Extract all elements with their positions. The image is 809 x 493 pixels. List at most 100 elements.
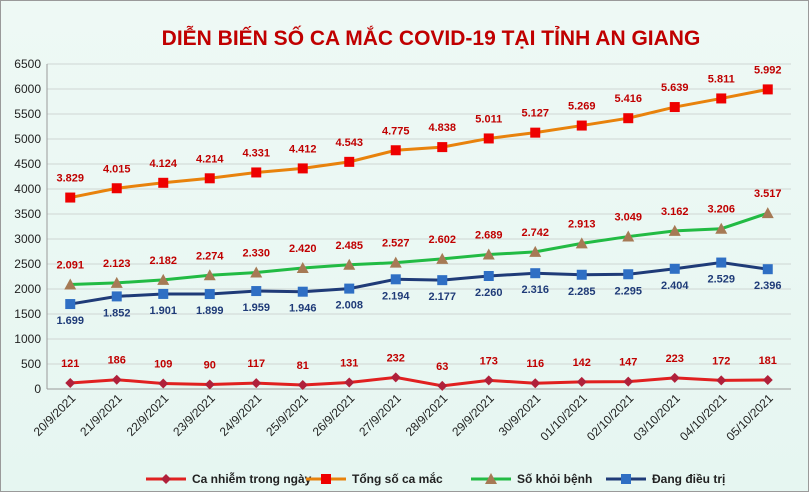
data-label: 4.331	[242, 147, 270, 159]
data-point-marker	[111, 183, 122, 194]
data-label: 181	[759, 355, 777, 367]
data-point-marker	[344, 283, 355, 294]
series-line-1	[70, 375, 768, 388]
data-label: 2.123	[103, 258, 131, 270]
data-point-marker	[64, 278, 77, 290]
y-tick-label: 1000	[14, 332, 41, 346]
data-point-marker	[436, 252, 449, 264]
data-point-marker	[157, 273, 170, 285]
data-label: 4.543	[335, 137, 363, 149]
y-tick-label: 4000	[14, 182, 41, 196]
x-tick-label: 28/9/2021	[403, 391, 451, 439]
data-label: 117	[247, 358, 265, 370]
y-tick-label: 2000	[14, 282, 41, 296]
data-point-marker	[530, 127, 541, 138]
data-point-marker	[669, 372, 680, 383]
data-label: 3.829	[56, 173, 84, 185]
data-label: 131	[340, 357, 358, 369]
data-label: 1.959	[242, 302, 270, 314]
x-axis-ticks: 20/9/202121/9/202122/9/202123/9/202124/9…	[31, 391, 776, 444]
data-label: 223	[666, 353, 684, 365]
data-point-marker	[251, 286, 262, 297]
data-point-marker	[389, 256, 402, 268]
data-label: 5.639	[661, 82, 689, 94]
data-point-marker	[158, 288, 169, 299]
data-label: 5.269	[568, 101, 596, 113]
data-label: 5.811	[708, 73, 735, 85]
data-point-marker	[437, 275, 448, 286]
data-point-marker	[297, 163, 308, 174]
data-point-marker	[344, 156, 355, 167]
data-label: 1.901	[149, 305, 177, 317]
data-label: 2.404	[661, 280, 689, 292]
data-point-marker	[204, 173, 215, 184]
y-tick-label: 5000	[14, 132, 41, 146]
data-label: 1.852	[103, 307, 131, 319]
data-label: 2.485	[335, 240, 363, 252]
data-label: 2.091	[56, 259, 84, 271]
data-label: 3.162	[661, 206, 689, 218]
data-point-marker	[390, 145, 401, 156]
data-point-marker	[716, 257, 727, 268]
data-point-marker	[576, 376, 587, 387]
x-tick-label: 25/9/2021	[263, 391, 311, 439]
data-label: 2.396	[754, 280, 782, 292]
data-point-marker	[576, 269, 587, 280]
data-point-marker	[111, 374, 122, 385]
data-label: 2.182	[149, 255, 177, 267]
y-tick-label: 0	[34, 382, 41, 396]
legend-entry-label: Đang điều trị	[652, 472, 725, 486]
data-point-marker	[65, 377, 76, 388]
data-point-marker	[250, 266, 263, 278]
data-point-marker	[437, 380, 448, 391]
x-tick-label: 20/9/2021	[31, 391, 79, 439]
data-label: 4.412	[289, 143, 317, 155]
data-label: 2.420	[289, 243, 317, 255]
data-label: 3.206	[707, 204, 735, 216]
data-label: 4.775	[382, 125, 410, 137]
data-point-marker	[390, 372, 401, 383]
y-tick-label: 500	[21, 357, 41, 371]
x-tick-label: 21/9/2021	[77, 391, 125, 439]
data-label: 172	[712, 355, 730, 367]
y-tick-label: 4500	[14, 157, 41, 171]
data-label: 2.689	[475, 230, 503, 242]
x-tick-label: 02/10/2021	[584, 391, 637, 444]
legend-entry-label: Số khỏi bệnh	[517, 472, 592, 486]
data-point-marker	[761, 207, 774, 219]
data-point-marker	[437, 142, 448, 153]
data-point-marker	[344, 377, 355, 388]
data-label: 5.011	[475, 113, 502, 125]
data-label: 109	[154, 359, 172, 371]
legend-swatch-marker	[321, 474, 331, 484]
data-point-marker	[158, 177, 169, 188]
data-label: 2.529	[707, 274, 735, 286]
x-tick-label: 23/9/2021	[170, 391, 218, 439]
data-point-marker	[343, 258, 356, 270]
x-tick-label: 26/9/2021	[310, 391, 358, 439]
data-point-marker	[482, 248, 495, 260]
data-point-marker	[762, 84, 773, 95]
data-point-marker	[483, 271, 494, 281]
data-label: 121	[61, 358, 79, 370]
data-point-marker	[251, 167, 262, 178]
data-label: 1.899	[196, 305, 224, 317]
data-point-marker	[716, 375, 727, 386]
data-point-marker	[390, 274, 401, 285]
data-label: 2.285	[568, 286, 596, 298]
data-point-marker	[158, 378, 169, 389]
y-tick-label: 3000	[14, 232, 41, 246]
data-point-marker	[65, 192, 76, 203]
gridlines	[46, 63, 791, 390]
data-point-marker	[483, 133, 494, 144]
data-label: 4.214	[196, 153, 224, 165]
data-point-marker	[297, 379, 308, 390]
x-tick-label: 22/9/2021	[124, 391, 172, 439]
y-axis-ticks: 0 500 1000 1500 2000 2500 3000 3500 4000 4500 5000…	[14, 57, 41, 396]
data-point-marker	[203, 269, 216, 281]
data-point-marker	[530, 268, 541, 279]
data-label: 2.274	[196, 250, 224, 262]
data-point-marker	[576, 120, 587, 131]
y-tick-label: 6000	[14, 82, 41, 96]
